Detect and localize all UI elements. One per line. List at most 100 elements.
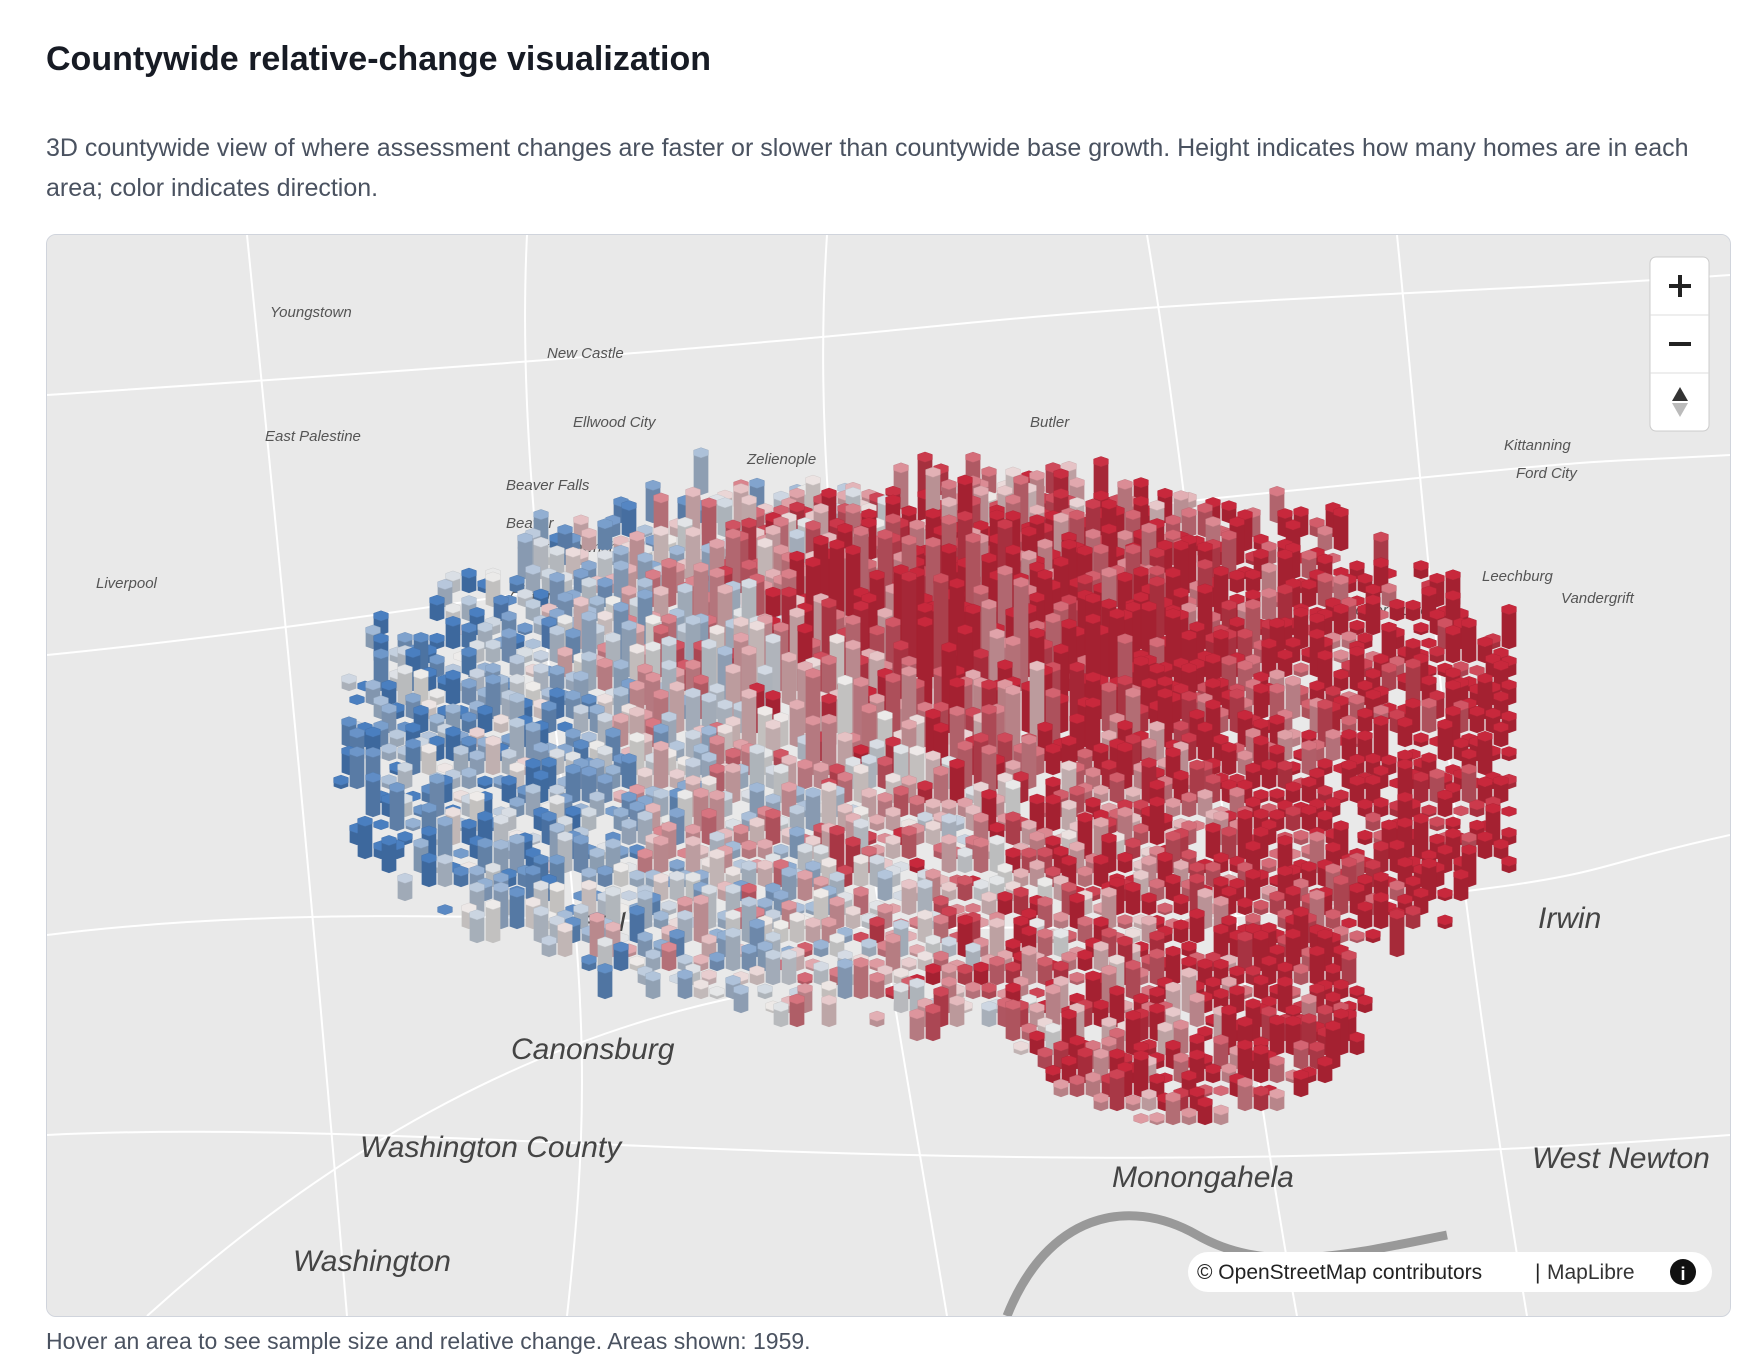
hex-top <box>1045 1064 1061 1076</box>
hex-side <box>461 769 477 790</box>
hex-top <box>1349 882 1365 894</box>
hex-top <box>1149 547 1165 559</box>
hex-top <box>1341 949 1357 961</box>
hex-top <box>1085 796 1101 808</box>
hex-top <box>1149 930 1165 942</box>
hex-top <box>1317 758 1333 769</box>
hex-top <box>1365 689 1381 700</box>
hex-top <box>1181 1107 1197 1118</box>
hex-top <box>813 761 829 773</box>
hex-top <box>1213 876 1229 887</box>
hex-top <box>965 669 981 680</box>
hex-top <box>805 715 821 726</box>
hex-top <box>805 520 821 531</box>
hex-top <box>1357 994 1373 1006</box>
hex-top <box>1493 660 1509 671</box>
hex-side <box>1389 601 1405 622</box>
hex-top <box>1061 539 1077 550</box>
hex-top <box>1085 766 1101 778</box>
hex-top <box>1173 893 1189 905</box>
hex-top <box>1349 775 1365 786</box>
zoom-in-button[interactable] <box>1650 257 1709 315</box>
hex-top <box>757 537 773 549</box>
hex-top <box>429 594 445 606</box>
hex-top <box>861 937 877 949</box>
hex-top <box>1141 677 1157 689</box>
hex-top <box>1317 553 1333 565</box>
hex-top <box>821 713 837 725</box>
hex-top <box>1269 1014 1285 1026</box>
hex-top <box>1469 705 1485 717</box>
hex-top <box>845 905 861 917</box>
hex-side <box>1397 719 1413 748</box>
hex-top <box>957 963 973 975</box>
hex-top <box>1245 762 1261 774</box>
hex-top <box>637 766 653 778</box>
zoom-out-button[interactable] <box>1650 315 1709 373</box>
hex-top <box>1357 573 1373 584</box>
hex-side <box>1445 627 1461 664</box>
hex-top <box>1485 803 1501 814</box>
hex-top <box>541 810 557 822</box>
hex-top <box>1117 571 1133 583</box>
hex-top <box>509 673 525 685</box>
hex-top <box>789 487 805 499</box>
hex-top <box>1069 1035 1085 1046</box>
hex-top <box>1421 804 1437 816</box>
hex-top <box>685 526 701 538</box>
hex-side <box>1413 735 1429 748</box>
hex-top <box>1093 742 1109 754</box>
hex-top <box>957 510 973 522</box>
hex-top <box>973 961 989 973</box>
hex-top <box>701 775 717 786</box>
hex-top <box>677 896 693 907</box>
hex-top <box>1293 506 1309 517</box>
hex-top <box>509 574 525 586</box>
hex-top <box>533 905 549 917</box>
hex-top <box>1061 881 1077 893</box>
hex-top <box>917 602 933 613</box>
hex-top <box>509 796 525 808</box>
hex-top <box>1069 497 1085 508</box>
hex-top <box>829 539 845 550</box>
hex-top <box>1157 1021 1173 1033</box>
hex-top <box>1357 680 1373 691</box>
hex-top <box>749 816 765 828</box>
place-label: Leechburg <box>1482 568 1554 585</box>
hex-top <box>1021 925 1037 937</box>
compass-hit[interactable] <box>1650 373 1709 431</box>
hex-top <box>1093 1048 1109 1060</box>
hex-top <box>1493 721 1509 733</box>
map[interactable]: Youngstown New Castle East Palestine Ellwoo… <box>47 235 1730 1316</box>
hex-top <box>773 490 789 502</box>
hex-top <box>1109 1048 1125 1060</box>
hex-top <box>1405 875 1421 887</box>
map-container[interactable]: Youngstown New Castle East Palestine Ellwoo… <box>46 234 1731 1317</box>
hex-top <box>701 497 717 509</box>
hex-top <box>1421 637 1437 649</box>
compass-button[interactable] <box>1650 373 1709 431</box>
hex-top <box>1245 868 1261 880</box>
hex-top <box>421 852 437 864</box>
place-label: Irwin <box>1538 902 1601 935</box>
hex-top <box>925 708 941 720</box>
hex-top <box>1069 785 1085 797</box>
hex-top <box>1501 855 1517 867</box>
hex-top <box>1189 873 1205 884</box>
hex-top <box>693 674 709 685</box>
attribution-source[interactable]: © OpenStreetMap contributors <box>1197 1261 1482 1284</box>
hex-top <box>925 868 941 880</box>
hex-top <box>1061 735 1077 747</box>
hex-top <box>877 903 893 914</box>
hex-top <box>461 567 477 579</box>
hex-top <box>1101 566 1117 578</box>
attribution-engine[interactable]: MapLibre <box>1547 1261 1635 1284</box>
hex-top <box>837 771 853 783</box>
hex-top <box>421 802 437 814</box>
hex-top <box>1005 779 1021 791</box>
hex-top <box>429 687 445 699</box>
hex-top <box>1141 757 1157 769</box>
hex-top <box>797 869 813 881</box>
hex-top <box>1117 935 1133 947</box>
place-label: Canonsburg <box>511 1033 675 1066</box>
